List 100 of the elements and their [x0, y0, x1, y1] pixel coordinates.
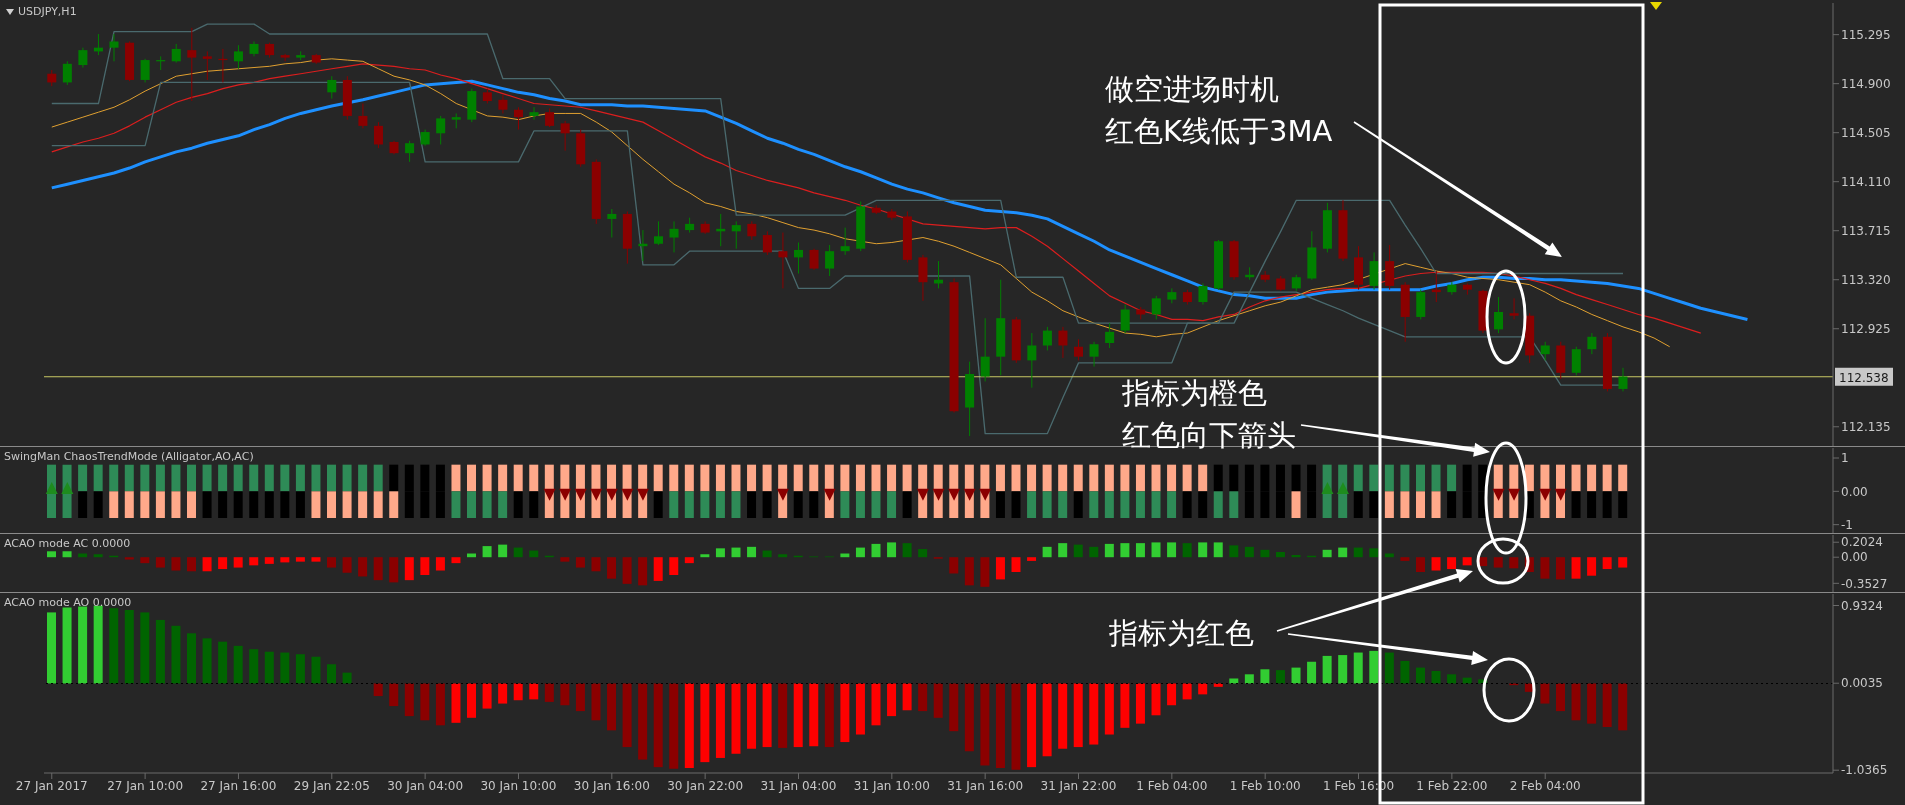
candlestick: [529, 106, 539, 121]
bar: [949, 683, 959, 732]
bar: [1618, 557, 1628, 568]
candlestick: [78, 47, 88, 69]
chart-title: ACAO mode AO 0.0000: [4, 596, 132, 609]
bar: [653, 683, 663, 768]
bar: [1042, 546, 1052, 558]
candlestick: [1587, 332, 1597, 355]
bar: [1275, 552, 1285, 558]
bar: [1462, 557, 1472, 566]
bar: [1229, 678, 1239, 684]
bar: [793, 683, 803, 748]
bar: [404, 557, 414, 581]
bar: [607, 557, 617, 579]
bar: [980, 683, 990, 766]
bar: [78, 606, 88, 684]
bar: [1447, 557, 1457, 570]
bar: [404, 683, 414, 717]
bar: [1104, 543, 1114, 558]
bar: [47, 551, 56, 558]
bar: [855, 683, 865, 735]
bar: [140, 612, 150, 684]
candlestick: [1089, 341, 1099, 368]
candlestick: [405, 140, 415, 163]
candlestick: [1509, 297, 1519, 320]
bar: [747, 546, 757, 558]
bar: [1151, 542, 1161, 558]
candlestick: [747, 220, 757, 241]
bar: [1135, 683, 1145, 724]
bar: [1618, 683, 1628, 731]
bar: [1089, 683, 1099, 745]
bar: [1011, 683, 1021, 770]
bar: [1073, 683, 1083, 748]
bar: [1602, 557, 1612, 570]
candlestick: [1058, 326, 1068, 359]
bar: [1571, 683, 1581, 721]
bar: [747, 683, 757, 749]
bar: [544, 683, 554, 702]
bar: [1602, 683, 1612, 727]
bar: [1244, 546, 1254, 558]
candlestick: [793, 241, 803, 275]
bar: [1540, 557, 1550, 579]
bar: [902, 683, 912, 711]
bar: [62, 607, 72, 684]
candlestick: [109, 33, 119, 62]
bar: [684, 683, 694, 768]
bar: [1089, 546, 1099, 558]
candlestick: [1074, 338, 1084, 361]
bar: [887, 683, 897, 717]
bar: [218, 557, 228, 570]
y-tick-label: 113.320: [1841, 272, 1891, 287]
x-tick-label: 1 Feb 10:00: [1229, 778, 1301, 793]
y-tick-label: 115.295: [1841, 27, 1891, 42]
bar: [1509, 557, 1519, 569]
candlestick: [1494, 296, 1504, 334]
x-tick-label: 30 Jan 04:00: [387, 778, 464, 793]
bar: [700, 683, 710, 763]
bar: [622, 683, 632, 748]
bar: [140, 557, 150, 564]
annotation: 红色向下箭头: [1122, 417, 1296, 454]
candlestick: [436, 115, 446, 145]
bar: [1011, 557, 1021, 573]
bar: [295, 557, 305, 562]
bar: [280, 557, 290, 563]
y-tick-label: 0.00: [1841, 550, 1868, 565]
bar: [327, 664, 337, 684]
candlestick: [825, 244, 835, 277]
bar: [513, 547, 523, 558]
bar: [964, 683, 974, 752]
bar: [451, 683, 461, 723]
x-tick-label: 29 Jan 22:05: [293, 778, 370, 793]
bar: [949, 557, 959, 574]
bar: [1198, 542, 1208, 558]
bar: [373, 683, 383, 697]
bar: [1493, 557, 1503, 568]
candlestick: [1618, 367, 1628, 392]
candlestick: [1540, 341, 1550, 361]
y-tick-label: 113.715: [1841, 223, 1891, 238]
bar: [669, 683, 679, 769]
bar: [684, 557, 694, 564]
bar: [1415, 557, 1425, 573]
bar: [607, 683, 617, 731]
candlestick: [373, 121, 383, 149]
candlestick: [560, 120, 570, 152]
bar: [124, 609, 134, 684]
candlestick: [62, 60, 72, 86]
x-tick-label: 31 Jan 04:00: [760, 778, 837, 793]
x-tick-label: 27 Jan 16:00: [200, 778, 277, 793]
bar: [1322, 655, 1332, 684]
bar: [560, 557, 570, 562]
candlestick: [171, 43, 181, 64]
bar: [638, 557, 648, 586]
bar: [233, 557, 243, 568]
bar: [295, 654, 305, 684]
ref-line-label: 112.538: [1839, 370, 1889, 385]
bar: [840, 683, 850, 743]
bar: [1431, 557, 1441, 571]
annotation: 红色K线低于3MA: [1105, 113, 1333, 150]
x-tick-label: 1 Feb 22:00: [1416, 778, 1488, 793]
bar: [482, 546, 492, 558]
